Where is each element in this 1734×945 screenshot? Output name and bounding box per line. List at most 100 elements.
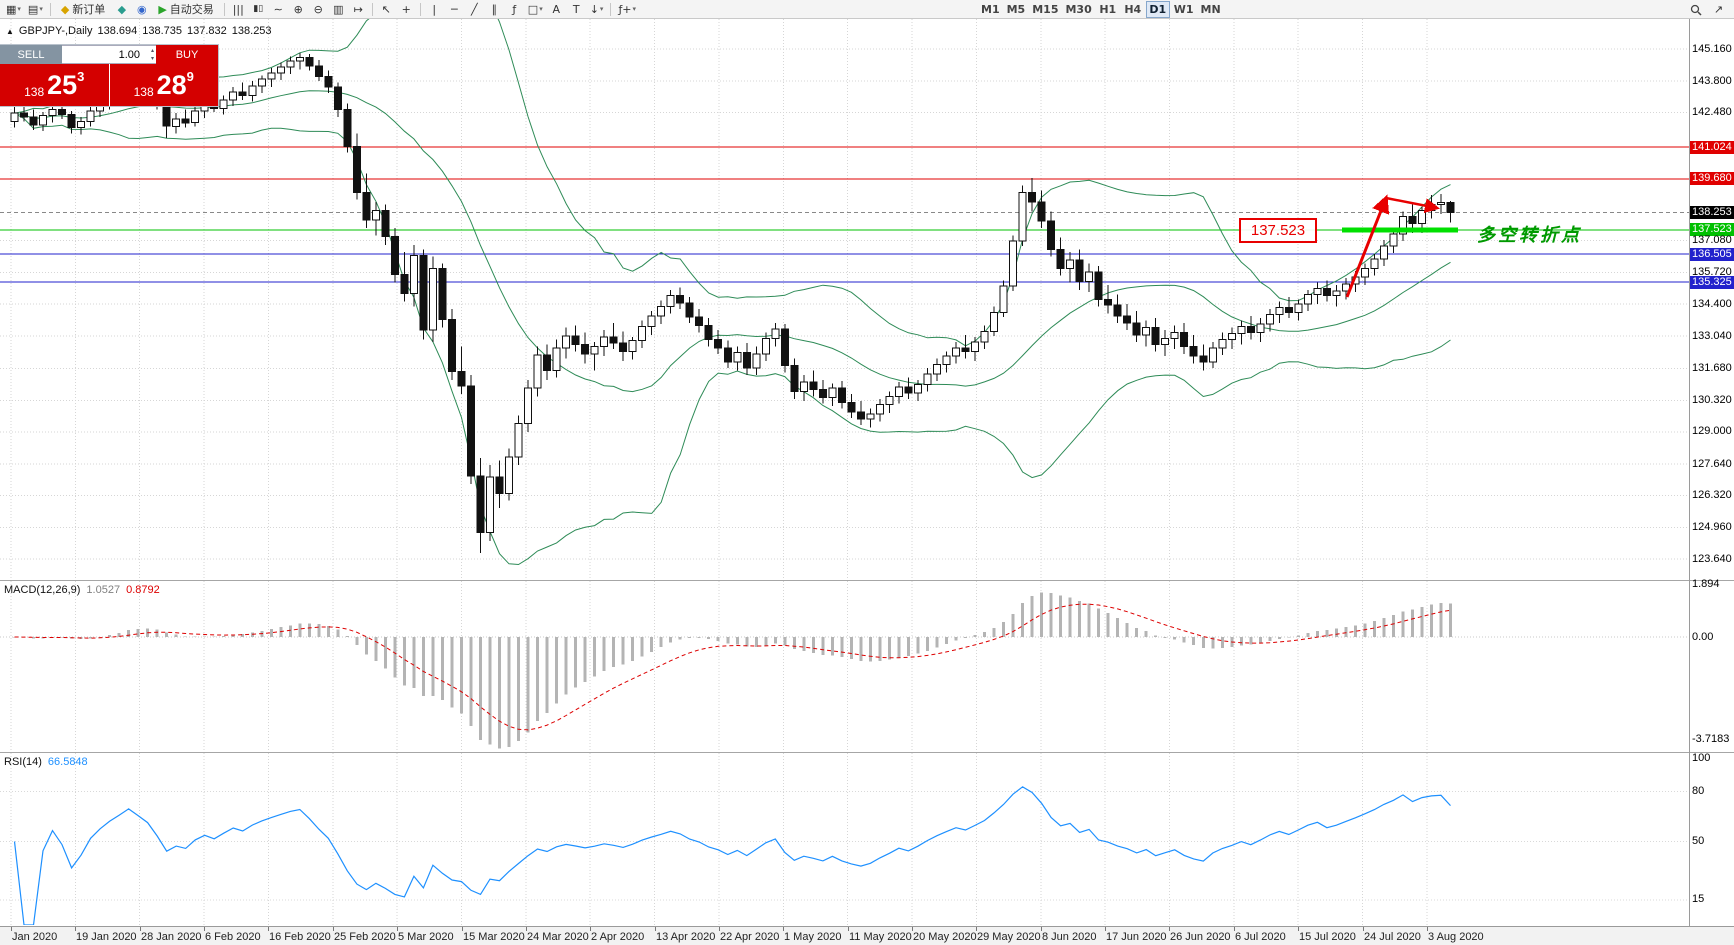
- candle-body: [400, 273, 409, 294]
- buy-price-point: 9: [186, 69, 194, 84]
- tile-windows-button[interactable]: ▥: [329, 1, 348, 18]
- time-axis-label: 28 Jan 2020: [141, 931, 202, 943]
- candle-body: [476, 475, 485, 534]
- indicators-button[interactable]: ƒ+ ▾: [615, 1, 639, 18]
- search-button[interactable]: [1686, 1, 1705, 18]
- pane-separator[interactable]: [0, 580, 1734, 581]
- market-depth-button[interactable]: ◉: [132, 1, 151, 18]
- candle-body: [438, 268, 447, 320]
- new-chart-button[interactable]: ▦ ▾: [3, 1, 24, 18]
- candle-body: [314, 65, 323, 78]
- time-axis-label: Jan 2020: [12, 931, 58, 943]
- macd-pane[interactable]: [0, 592, 1689, 749]
- timeframe-button-mn[interactable]: MN: [1200, 3, 1221, 16]
- buy-button[interactable]: BUY: [156, 45, 218, 64]
- candle-body: [1379, 245, 1388, 260]
- quick-navigation-button[interactable]: ↗: [1709, 1, 1728, 18]
- timeframe-button-w1[interactable]: W1: [1173, 3, 1194, 16]
- candle-body: [657, 305, 666, 317]
- text-button[interactable]: A: [547, 1, 566, 18]
- autotrading-button[interactable]: ▶ 自动交易: [152, 1, 219, 18]
- time-axis-label: 19 Jan 2020: [76, 931, 137, 943]
- price-scale-label: 141.024: [1690, 141, 1734, 154]
- time-axis[interactable]: Jan 2020 19 Jan 2020 28 Jan 2020 6 Feb 2020…: [0, 926, 1734, 945]
- timeframe-button-m5[interactable]: M5: [1006, 3, 1026, 16]
- timeframe-button-d1[interactable]: D1: [1145, 1, 1170, 18]
- candle-body: [419, 254, 428, 331]
- price-scale-label: 133.040: [1692, 330, 1732, 342]
- profiles-button[interactable]: ▤ ▾: [25, 1, 46, 18]
- candle-body: [1294, 303, 1303, 313]
- new-order-button[interactable]: ◆ 新订单: [55, 1, 111, 18]
- candle-body: [894, 386, 903, 397]
- fibonacci-icon: ƒ: [512, 2, 517, 16]
- time-axis-label: 17 Jun 2020: [1106, 931, 1167, 943]
- bar-chart-button[interactable]: |||: [229, 1, 248, 18]
- sell-button[interactable]: SELL: [0, 45, 62, 64]
- candlestick-chart-button[interactable]: ▮▯: [249, 1, 268, 18]
- candle-body: [466, 385, 475, 477]
- candle-body: [1322, 288, 1331, 297]
- macd-title: MACD(12,26,9): [4, 584, 81, 596]
- timeframe-button-h1[interactable]: H1: [1099, 3, 1117, 16]
- step-down-icon[interactable]: ▾: [150, 56, 154, 62]
- sell-price-panel[interactable]: 138 25 3: [0, 64, 110, 106]
- shapes-button[interactable]: □ ▾: [525, 1, 546, 18]
- candle-body: [286, 60, 295, 68]
- timeframe-button-m30[interactable]: M30: [1065, 3, 1092, 16]
- text-label-button[interactable]: T: [567, 1, 586, 18]
- chart-shift-button[interactable]: ↦: [349, 1, 368, 18]
- timeframe-button-h4[interactable]: H4: [1124, 3, 1142, 16]
- buy-price-panel[interactable]: 138 28 9: [110, 64, 219, 106]
- candle-body: [1265, 314, 1274, 325]
- price-scale-label: 137.080: [1692, 234, 1732, 246]
- candle-body: [238, 91, 247, 97]
- zoom-out-button[interactable]: ⊖: [309, 1, 328, 18]
- price-scale-label: 124.960: [1692, 521, 1732, 533]
- candle-body: [552, 347, 561, 371]
- channel-button[interactable]: ∥: [485, 1, 504, 18]
- candles-layer: [10, 52, 1455, 553]
- zoom-in-button[interactable]: ⊕: [289, 1, 308, 18]
- arrows-button[interactable]: ↓ ▾: [587, 1, 607, 18]
- crosshair-button[interactable]: +: [397, 1, 416, 18]
- rsi-pane[interactable]: [0, 786, 1689, 925]
- pullback-arrow[interactable]: [1385, 196, 1440, 214]
- text-label-icon: T: [572, 2, 580, 16]
- time-axis-tick: [140, 927, 141, 931]
- vertical-line-button[interactable]: |: [425, 1, 444, 18]
- zoom-in-icon: ⊕: [293, 2, 303, 16]
- candle-body: [1446, 201, 1455, 214]
- candlestick-chart-icon: ▮▯: [253, 4, 264, 14]
- candle-body: [381, 209, 390, 237]
- level-annotation-box[interactable]: 137.523: [1239, 218, 1317, 243]
- annotation-shapes-layer[interactable]: [1342, 194, 1458, 298]
- sell-price-pips: 25: [47, 69, 78, 100]
- horizontal-line-button[interactable]: ─: [445, 1, 464, 18]
- pane-separator[interactable]: [0, 752, 1734, 753]
- trendline-button[interactable]: ╱: [465, 1, 484, 18]
- candle-body: [600, 336, 609, 348]
- toolbar-right-group: ↗: [1686, 1, 1728, 18]
- level-lines-layer[interactable]: [0, 146, 1689, 283]
- cursor-button[interactable]: ↖: [377, 1, 396, 18]
- candle-body: [1085, 271, 1094, 282]
- fibonacci-button[interactable]: ƒ: [505, 1, 524, 18]
- turning-point-note[interactable]: 多空转折点: [1477, 225, 1582, 245]
- line-chart-button[interactable]: ∼: [269, 1, 288, 18]
- time-axis-label: 1 May 2020: [784, 931, 842, 943]
- timeframe-button-m15[interactable]: M15: [1032, 3, 1059, 16]
- candle-body: [932, 363, 941, 375]
- step-up-icon[interactable]: ▴: [150, 48, 154, 54]
- candle-body: [58, 109, 67, 115]
- volume-field[interactable]: 1.00 ▴ ▾: [62, 45, 156, 64]
- one-click-expander[interactable]: ▲: [6, 26, 14, 36]
- timeframe-button-m1[interactable]: M1: [981, 3, 1000, 16]
- volume-stepper[interactable]: ▴ ▾: [151, 47, 154, 63]
- macd-signal-value: 0.8792: [126, 584, 160, 596]
- up-trend-arrow[interactable]: [1345, 194, 1390, 298]
- candle-body: [191, 110, 200, 124]
- candle-body: [913, 384, 922, 394]
- symbols-button[interactable]: ◆: [112, 1, 131, 18]
